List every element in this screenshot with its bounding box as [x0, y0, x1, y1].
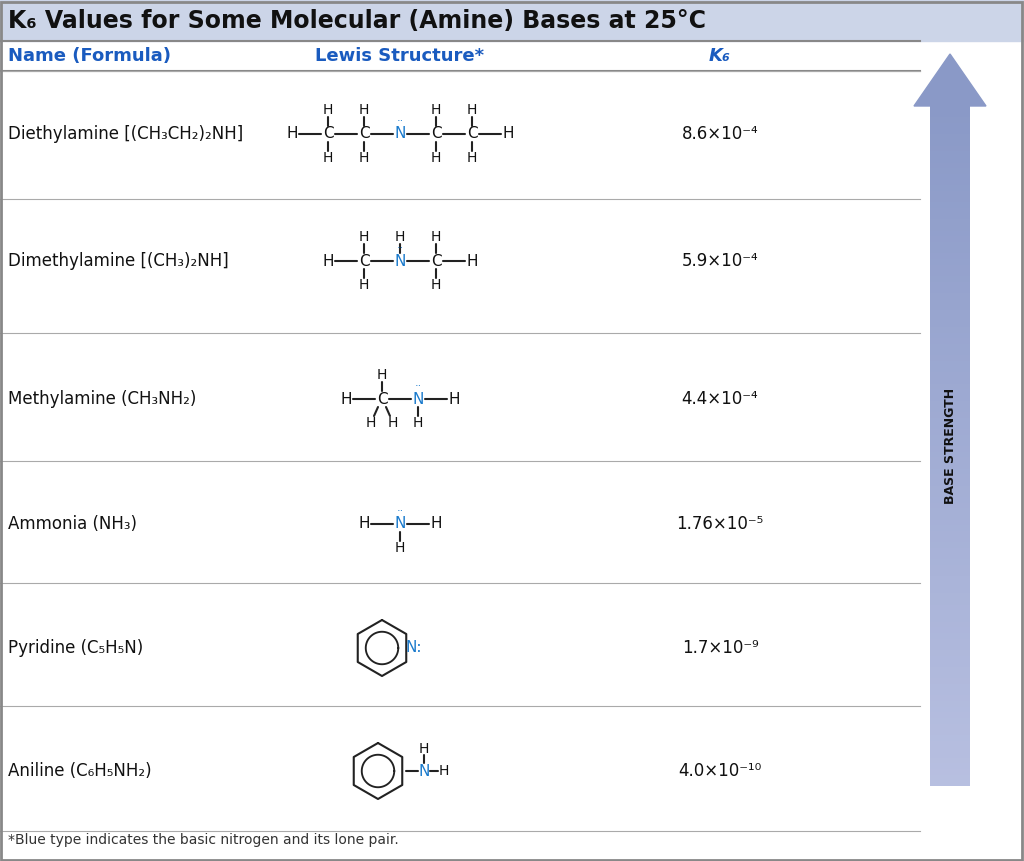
- Text: Name (Formula): Name (Formula): [8, 47, 171, 65]
- Text: H: H: [502, 127, 514, 141]
- Text: H: H: [467, 151, 477, 165]
- Text: H: H: [287, 127, 298, 141]
- Text: H: H: [377, 368, 387, 382]
- Text: H: H: [395, 541, 406, 555]
- Text: ··: ··: [396, 506, 403, 516]
- Text: H: H: [430, 517, 441, 531]
- Text: H: H: [388, 416, 398, 430]
- Text: Ammonia (NH₃): Ammonia (NH₃): [8, 515, 137, 533]
- Polygon shape: [914, 54, 986, 106]
- Text: H: H: [466, 253, 478, 269]
- Text: H: H: [358, 517, 370, 531]
- Text: C: C: [358, 127, 370, 141]
- Bar: [0, 0, 1024, 41]
- Text: N: N: [394, 517, 406, 531]
- Text: K₆ Values for Some Molecular (Amine) Bases at 25°C: K₆ Values for Some Molecular (Amine) Bas…: [8, 9, 706, 33]
- Text: C: C: [431, 253, 441, 269]
- Text: 5.9×10⁻⁴: 5.9×10⁻⁴: [682, 252, 759, 270]
- Text: H: H: [419, 742, 429, 756]
- Text: 8.6×10⁻⁴: 8.6×10⁻⁴: [682, 125, 759, 143]
- Text: H: H: [431, 103, 441, 117]
- Text: 4.4×10⁻⁴: 4.4×10⁻⁴: [682, 390, 759, 408]
- Text: H: H: [431, 151, 441, 165]
- Text: H: H: [358, 230, 370, 244]
- Text: H: H: [323, 103, 333, 117]
- Text: N:: N:: [406, 641, 422, 655]
- Text: Pyridine (C₅H₅N): Pyridine (C₅H₅N): [8, 639, 143, 657]
- Text: H: H: [323, 151, 333, 165]
- Text: C: C: [323, 127, 334, 141]
- Text: N: N: [394, 127, 406, 141]
- Text: H: H: [395, 230, 406, 244]
- Text: H: H: [439, 764, 450, 778]
- Text: H: H: [413, 416, 423, 430]
- Text: H: H: [431, 230, 441, 244]
- Text: ··: ··: [396, 116, 403, 126]
- Text: H: H: [467, 103, 477, 117]
- Text: *Blue type indicates the basic nitrogen and its lone pair.: *Blue type indicates the basic nitrogen …: [8, 833, 398, 847]
- Text: BASE STRENGTH: BASE STRENGTH: [943, 388, 956, 504]
- Text: H: H: [366, 416, 376, 430]
- Text: H: H: [358, 151, 370, 165]
- Text: H: H: [358, 103, 370, 117]
- Text: N: N: [419, 764, 430, 778]
- Text: ··: ··: [415, 381, 422, 391]
- Text: H: H: [340, 392, 352, 406]
- Text: 1.76×10⁻⁵: 1.76×10⁻⁵: [677, 515, 764, 533]
- Text: H: H: [431, 278, 441, 292]
- Text: ··: ··: [396, 243, 403, 253]
- Text: H: H: [449, 392, 460, 406]
- Text: N: N: [413, 392, 424, 406]
- Text: Dimethylamine [(CH₃)₂NH]: Dimethylamine [(CH₃)₂NH]: [8, 252, 228, 270]
- Text: N: N: [394, 253, 406, 269]
- Text: C: C: [358, 253, 370, 269]
- Text: Lewis Structure*: Lewis Structure*: [315, 47, 484, 65]
- Text: C: C: [431, 127, 441, 141]
- Text: Diethylamine [(CH₃CH₂)₂NH]: Diethylamine [(CH₃CH₂)₂NH]: [8, 125, 244, 143]
- Text: Methylamine (CH₃NH₂): Methylamine (CH₃NH₂): [8, 390, 197, 408]
- Text: C: C: [467, 127, 477, 141]
- Text: 1.7×10⁻⁹: 1.7×10⁻⁹: [682, 639, 759, 657]
- Text: K₆: K₆: [709, 47, 731, 65]
- Text: 4.0×10⁻¹⁰: 4.0×10⁻¹⁰: [678, 762, 762, 780]
- Text: C: C: [377, 392, 387, 406]
- Text: H: H: [358, 278, 370, 292]
- Text: H: H: [323, 253, 334, 269]
- Text: Aniline (C₆H₅NH₂): Aniline (C₆H₅NH₂): [8, 762, 152, 780]
